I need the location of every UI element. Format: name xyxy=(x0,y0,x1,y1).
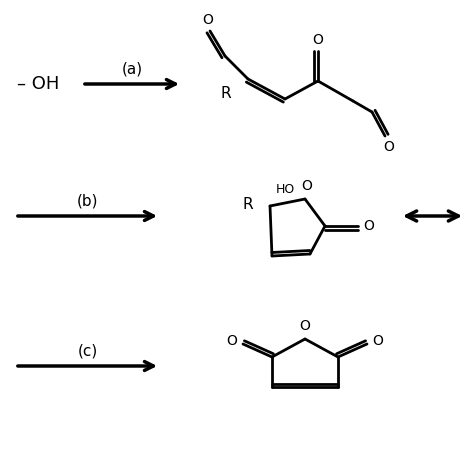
Text: O: O xyxy=(364,219,374,233)
Text: O: O xyxy=(301,179,312,193)
Text: (a): (a) xyxy=(121,62,143,76)
Text: O: O xyxy=(202,13,213,27)
Text: O: O xyxy=(373,334,383,348)
Text: – OH: – OH xyxy=(17,75,59,93)
Text: (b): (b) xyxy=(77,193,99,209)
Text: O: O xyxy=(383,140,394,154)
Text: R: R xyxy=(243,197,253,211)
Text: R: R xyxy=(221,85,231,100)
Text: (c): (c) xyxy=(78,344,98,358)
Text: O: O xyxy=(300,319,310,333)
Text: O: O xyxy=(227,334,237,348)
Text: O: O xyxy=(312,33,323,47)
Text: HO: HO xyxy=(276,182,295,195)
